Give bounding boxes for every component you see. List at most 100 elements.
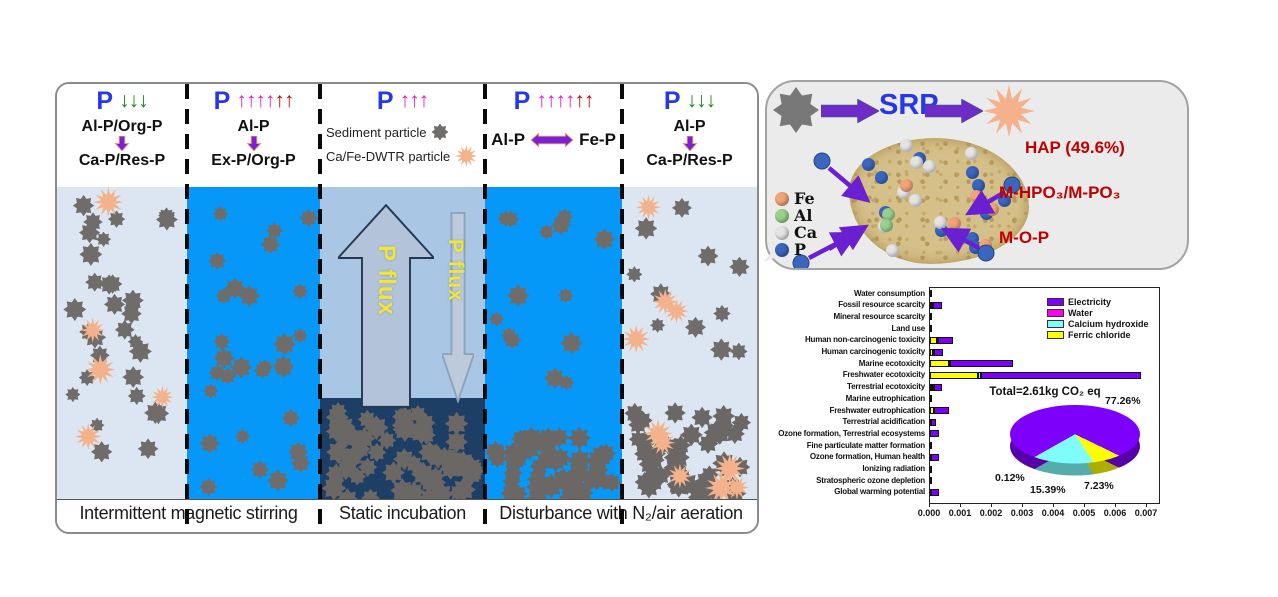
sediment-particle-icon [104, 293, 126, 315]
stacked-bar [930, 336, 1159, 344]
sediment-particle-icon [256, 359, 274, 376]
sediment-particle-icon [395, 406, 415, 426]
sediment-particle-icon [408, 405, 428, 424]
sediment-particle-icon [266, 469, 290, 492]
fe-dot-icon [947, 217, 961, 231]
panel-3-header: P ↑ ↑ ↑ Sediment particle Ca/Fe-DWTR parti… [320, 84, 485, 187]
stacked-bar [930, 442, 1159, 450]
sediment-particle-icon [325, 405, 350, 429]
stacked-bar [930, 395, 1159, 403]
p-flux-up-label: P flux [373, 245, 400, 316]
sediment-particle-icon [203, 383, 219, 399]
x-tick [1022, 503, 1023, 507]
ca-dot-icon [922, 159, 936, 173]
product-hap-label: HAP (49.6%) [1025, 138, 1125, 157]
sediment-particle-icon [634, 471, 655, 493]
up-arrow-icon: ↑ [574, 89, 584, 112]
dwtr-particle-legend-label: Ca/Fe-DWTR particle [326, 148, 451, 164]
up-arrow-icon: ↑ [236, 89, 246, 112]
p-label: P [213, 87, 231, 115]
reaction-from: Al-P/Org-P [81, 118, 163, 135]
ca-dot-icon [886, 243, 900, 257]
species-label: Fe [794, 189, 815, 208]
bar-segment [930, 453, 939, 461]
x-tick [1146, 503, 1147, 507]
up-arrow-icon: ↑ [255, 89, 265, 112]
sediment-particle-icon [488, 449, 507, 469]
stacked-bar [930, 418, 1159, 426]
stacked-bar [930, 477, 1159, 485]
dwtr-particle-icon [983, 85, 1035, 137]
down-arrow-icon: ↓ [138, 89, 148, 112]
stacked-bar [930, 348, 1159, 356]
sediment-particle-icon [503, 463, 523, 483]
panel-2-header: P ↑ ↑ ↑ ↑ ↑ ↑ Al-P Ex-P/Org-P [187, 84, 320, 187]
bar-segment [930, 418, 936, 426]
sediment-particle-icon [102, 274, 123, 294]
sediment-particle-icon [321, 475, 347, 499]
species-label: Al [794, 206, 813, 225]
sediment-particle-icon [533, 473, 552, 493]
water-column-1 [57, 187, 187, 499]
sediment-particle-icon [536, 444, 560, 468]
sediment-particle-icon [95, 231, 112, 247]
panel-divider [483, 84, 487, 532]
srp-release-arrow [821, 99, 879, 123]
sediment-particle-icon [642, 459, 662, 479]
sediment-particle-icon [589, 444, 614, 468]
dwtr-particle-icon [636, 194, 661, 220]
bar-segment [930, 465, 932, 473]
sediment-particle-icon [500, 326, 518, 344]
legend-label: Water [1068, 307, 1093, 318]
ca-dot-icon [899, 139, 913, 153]
panel-divider [318, 84, 322, 532]
sediment-particle-icon [671, 197, 692, 218]
al-dot-icon [952, 232, 966, 246]
species-legend-row: Fe [775, 189, 817, 208]
bar-segment [949, 360, 1014, 368]
reaction-to: Ca-P/Res-P [646, 152, 733, 169]
stacked-bar [930, 371, 1159, 379]
sediment-particle-icon [497, 210, 515, 228]
x-tick [1084, 503, 1085, 507]
bar-segment [978, 371, 982, 379]
bar-segment [930, 371, 979, 379]
sediment-particle-icon [147, 402, 170, 425]
bar-category-label: Marine eutrophication [845, 393, 926, 403]
panel-intermittent-stirring-2: P ↑ ↑ ↑ ↑ ↑ ↑ Al-P Ex-P/Org-P [187, 84, 320, 499]
p-flux-arrows: ↑ ↑ ↑ [400, 90, 429, 112]
sediment-particle-icon [325, 420, 347, 442]
sediment-particle-icon [710, 338, 733, 361]
sediment-particle-icon [504, 446, 526, 467]
bar-category-label: Ozone formation, Terrestrial ecosystems [778, 428, 925, 438]
species-legend-row: Al [775, 206, 817, 225]
ca-dot-icon [910, 155, 924, 169]
x-tick [960, 503, 961, 507]
bar-category-label: Land use [891, 323, 925, 333]
up-arrow-icon: ↑ [545, 89, 556, 112]
sediment-particle-icon [260, 234, 281, 255]
x-tick [1053, 503, 1054, 507]
bar-segment [937, 336, 954, 344]
sediment-particle-icon [377, 431, 397, 450]
panel-disturbance-2: P ↓ ↓ ↓ Al-P Ca-P/Res-P [622, 84, 757, 499]
sediment-particle-icon [679, 423, 703, 447]
panel-4-header: P ↑ ↑ ↑ ↑ ↑ ↑ Al-P Fe-P [485, 84, 622, 187]
bar-category-label: Terrestrial acidification [842, 417, 926, 427]
sediment-particle-icon [213, 347, 235, 369]
stacked-bar [930, 313, 1159, 321]
bar-segment [930, 477, 932, 485]
stacked-bar [930, 430, 1159, 438]
sediment-particle-icon [63, 298, 87, 321]
p-flux-down-arrow [442, 211, 474, 403]
p-flux-arrows: ↑ ↑ ↑ ↑ ↑ ↑ [536, 89, 594, 112]
legend-swatch [1047, 297, 1064, 306]
transform-arrow-icon [245, 136, 262, 151]
srp-capture-arrow [925, 99, 983, 123]
legend-item: Water [1047, 307, 1167, 318]
down-arrow-icon: ↓ [705, 89, 716, 112]
bar-segment [981, 371, 1141, 379]
sediment-particle-icon [526, 488, 547, 499]
bar-segment [930, 336, 937, 344]
sediment-particle-icon [650, 317, 666, 333]
